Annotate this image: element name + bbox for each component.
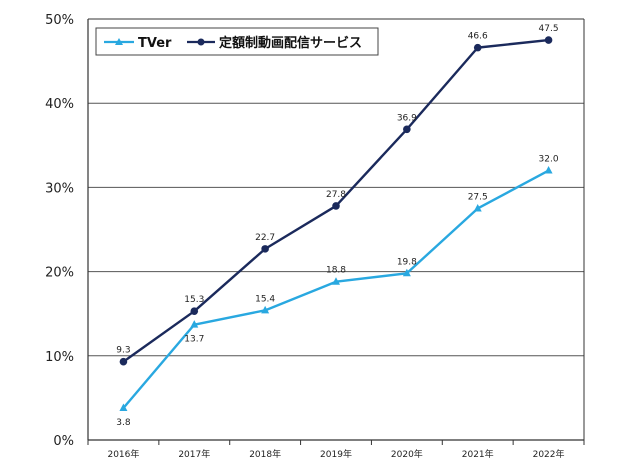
legend-marker-tver <box>115 38 123 45</box>
data-point-tver <box>261 305 270 314</box>
data-point-svod <box>544 36 553 44</box>
y-tick-label: 0% <box>53 434 74 449</box>
x-tick-label: 2021年 <box>462 448 494 460</box>
x-tick-label: 2019年 <box>320 448 352 460</box>
x-tick-label: 2018年 <box>249 448 281 460</box>
y-tick-label: 40% <box>45 97 74 112</box>
data-label: 27.5 <box>468 192 488 202</box>
data-point-svod <box>332 202 340 210</box>
data-labels: 3.8 13.7 15.4 18.8 19.8 27.5 32.0 9.3 15.3 22.7 27… <box>116 24 559 428</box>
data-label: 13.7 <box>184 335 204 345</box>
data-label: 3.8 <box>116 418 131 428</box>
data-label: 9.3 <box>116 346 130 356</box>
x-tick-label: 2022年 <box>533 448 565 460</box>
series-lines <box>119 36 553 412</box>
data-point-svod <box>190 307 199 315</box>
x-tick-label: 2020年 <box>391 448 423 460</box>
data-label: 32.0 <box>539 155 559 165</box>
x-tick-label: 2016年 <box>107 448 139 460</box>
data-point-tver <box>190 320 199 328</box>
data-point-svod <box>403 125 411 134</box>
data-label: 22.7 <box>255 233 275 243</box>
data-point-tver <box>544 166 553 174</box>
data-point-svod <box>261 245 269 253</box>
data-label: 15.3 <box>184 295 204 305</box>
y-tick-label: 10% <box>45 350 74 365</box>
data-point-svod <box>119 357 128 366</box>
legend-label-tver: TVer <box>138 36 172 51</box>
y-tick-label: 30% <box>45 181 74 196</box>
y-axis-ticks: 0% 10% 20% 30% 40% 50% <box>45 13 74 449</box>
legend-box <box>95 27 379 56</box>
data-point-tver <box>119 403 128 412</box>
legend-marker-svod <box>197 38 205 46</box>
x-tick-label: 2017年 <box>178 448 210 460</box>
data-label: 46.6 <box>468 32 488 42</box>
legend-label-svod: 定額制動画配信サービス <box>218 35 362 51</box>
data-point-tver <box>402 268 411 277</box>
data-point-svod <box>473 43 482 52</box>
data-label: 47.5 <box>539 24 559 34</box>
data-point-tver <box>332 277 340 285</box>
y-tick-label: 50% <box>45 13 74 28</box>
data-label: 19.8 <box>397 257 417 267</box>
legend: TVer 定額制動画配信サービス <box>95 27 379 56</box>
data-label: 27.8 <box>326 190 346 200</box>
data-label: 18.8 <box>326 266 346 276</box>
data-point-tver <box>473 203 482 212</box>
gridlines <box>87 18 585 445</box>
y-tick-label: 20% <box>45 266 74 281</box>
data-label: 15.4 <box>255 294 275 304</box>
x-axis-ticks: 2016年 2017年 2018年 2019年 2020年 2021年 2022年 <box>107 448 564 460</box>
data-label: 36.9 <box>397 113 417 123</box>
